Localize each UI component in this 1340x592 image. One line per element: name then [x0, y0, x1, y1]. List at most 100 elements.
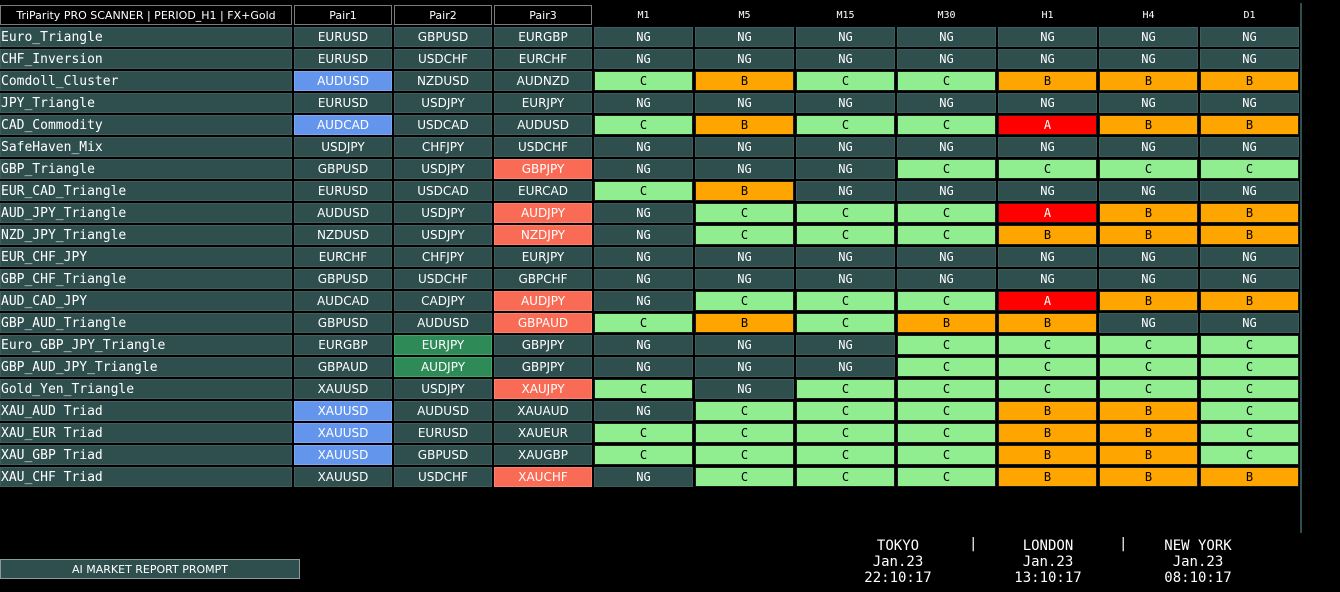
signal-h4[interactable]: NG [1099, 181, 1198, 201]
signal-m1[interactable]: NG [594, 137, 693, 157]
pair1-cell[interactable]: AUDUSD [294, 203, 392, 223]
pair2-cell[interactable]: USDCAD [394, 181, 492, 201]
triangle-name[interactable]: CAD_Commodity [0, 115, 292, 135]
signal-m15[interactable]: NG [796, 159, 895, 179]
signal-m5[interactable]: NG [695, 379, 794, 399]
triangle-name[interactable]: SafeHaven_Mix [0, 137, 292, 157]
pair2-cell[interactable]: GBPUSD [394, 27, 492, 47]
pair3-cell[interactable]: XAUGBP [494, 445, 592, 465]
signal-m30[interactable]: C [897, 357, 996, 377]
pair3-cell[interactable]: EURCAD [494, 181, 592, 201]
signal-m15[interactable]: C [796, 291, 895, 311]
signal-h1[interactable]: B [998, 71, 1097, 91]
signal-m5[interactable]: NG [695, 269, 794, 289]
signal-m1[interactable]: NG [594, 291, 693, 311]
pair1-cell[interactable]: EURGBP [294, 335, 392, 355]
signal-h1[interactable]: A [998, 291, 1097, 311]
signal-m1[interactable]: NG [594, 27, 693, 47]
signal-m1[interactable]: NG [594, 467, 693, 487]
pair1-cell[interactable]: EURUSD [294, 27, 392, 47]
triangle-name[interactable]: Euro_Triangle [0, 27, 292, 47]
triangle-name[interactable]: EUR_CAD_Triangle [0, 181, 292, 201]
signal-m1[interactable]: C [594, 423, 693, 443]
pair2-cell[interactable]: USDCHF [394, 49, 492, 69]
signal-m15[interactable]: C [796, 225, 895, 245]
signal-m5[interactable]: C [695, 401, 794, 421]
triangle-name[interactable]: XAU_EUR Triad [0, 423, 292, 443]
signal-m15[interactable]: C [796, 203, 895, 223]
triangle-name[interactable]: AUD_JPY_Triangle [0, 203, 292, 223]
signal-m5[interactable]: NG [695, 357, 794, 377]
signal-m5[interactable]: NG [695, 27, 794, 47]
signal-m5[interactable]: B [695, 313, 794, 333]
pair1-cell[interactable]: XAUUSD [294, 445, 392, 465]
signal-m30[interactable]: NG [897, 49, 996, 69]
pair2-cell[interactable]: USDJPY [394, 93, 492, 113]
pair1-cell[interactable]: AUDCAD [294, 291, 392, 311]
signal-h4[interactable]: C [1099, 379, 1198, 399]
signal-m1[interactable]: NG [594, 203, 693, 223]
signal-d1[interactable]: B [1200, 225, 1299, 245]
signal-m30[interactable]: C [897, 71, 996, 91]
pair3-cell[interactable]: AUDNZD [494, 71, 592, 91]
signal-m15[interactable]: NG [796, 49, 895, 69]
signal-m5[interactable]: NG [695, 137, 794, 157]
signal-m5[interactable]: C [695, 445, 794, 465]
signal-d1[interactable]: C [1200, 357, 1299, 377]
triangle-name[interactable]: XAU_AUD Triad [0, 401, 292, 421]
pair2-cell[interactable]: EURUSD [394, 423, 492, 443]
pair3-cell[interactable]: AUDJPY [494, 203, 592, 223]
signal-m5[interactable]: NG [695, 49, 794, 69]
signal-m1[interactable]: NG [594, 159, 693, 179]
signal-h4[interactable]: NG [1099, 313, 1198, 333]
signal-m30[interactable]: C [897, 445, 996, 465]
signal-h4[interactable]: C [1099, 335, 1198, 355]
signal-d1[interactable]: C [1200, 159, 1299, 179]
signal-m1[interactable]: NG [594, 93, 693, 113]
signal-h1[interactable]: B [998, 423, 1097, 443]
triangle-name[interactable]: Euro_GBP_JPY_Triangle [0, 335, 292, 355]
signal-h1[interactable]: C [998, 159, 1097, 179]
pair1-cell[interactable]: GBPUSD [294, 269, 392, 289]
signal-h4[interactable]: B [1099, 445, 1198, 465]
pair1-cell[interactable]: GBPUSD [294, 313, 392, 333]
pair1-cell[interactable]: AUDUSD [294, 71, 392, 91]
signal-m15[interactable]: C [796, 445, 895, 465]
signal-m30[interactable]: NG [897, 93, 996, 113]
signal-d1[interactable]: C [1200, 379, 1299, 399]
triangle-name[interactable]: XAU_GBP Triad [0, 445, 292, 465]
pair1-cell[interactable]: XAUUSD [294, 401, 392, 421]
signal-h4[interactable]: C [1099, 357, 1198, 377]
triangle-name[interactable]: Gold_Yen_Triangle [0, 379, 292, 399]
signal-m15[interactable]: C [796, 115, 895, 135]
signal-m30[interactable]: C [897, 291, 996, 311]
signal-m5[interactable]: NG [695, 159, 794, 179]
pair3-cell[interactable]: AUDJPY [494, 291, 592, 311]
signal-d1[interactable]: B [1200, 203, 1299, 223]
pair3-cell[interactable]: XAUAUD [494, 401, 592, 421]
triangle-name[interactable]: JPY_Triangle [0, 93, 292, 113]
signal-h1[interactable]: B [998, 445, 1097, 465]
signal-m15[interactable]: C [796, 71, 895, 91]
pair1-cell[interactable]: USDJPY [294, 137, 392, 157]
signal-m30[interactable]: C [897, 159, 996, 179]
signal-d1[interactable]: NG [1200, 181, 1299, 201]
signal-h1[interactable]: B [998, 467, 1097, 487]
signal-m30[interactable]: C [897, 423, 996, 443]
signal-h1[interactable]: A [998, 115, 1097, 135]
signal-m30[interactable]: B [897, 313, 996, 333]
signal-m1[interactable]: NG [594, 225, 693, 245]
pair3-cell[interactable]: GBPCHF [494, 269, 592, 289]
pair3-cell[interactable]: GBPJPY [494, 159, 592, 179]
signal-m5[interactable]: C [695, 291, 794, 311]
pair2-cell[interactable]: AUDJPY [394, 357, 492, 377]
pair1-cell[interactable]: EURCHF [294, 247, 392, 267]
pair3-cell[interactable]: GBPJPY [494, 335, 592, 355]
signal-m5[interactable]: NG [695, 247, 794, 267]
signal-m15[interactable]: C [796, 401, 895, 421]
signal-d1[interactable]: C [1200, 401, 1299, 421]
signal-d1[interactable]: B [1200, 467, 1299, 487]
pair3-cell[interactable]: NZDJPY [494, 225, 592, 245]
pair2-cell[interactable]: EURJPY [394, 335, 492, 355]
pair1-cell[interactable]: XAUUSD [294, 379, 392, 399]
